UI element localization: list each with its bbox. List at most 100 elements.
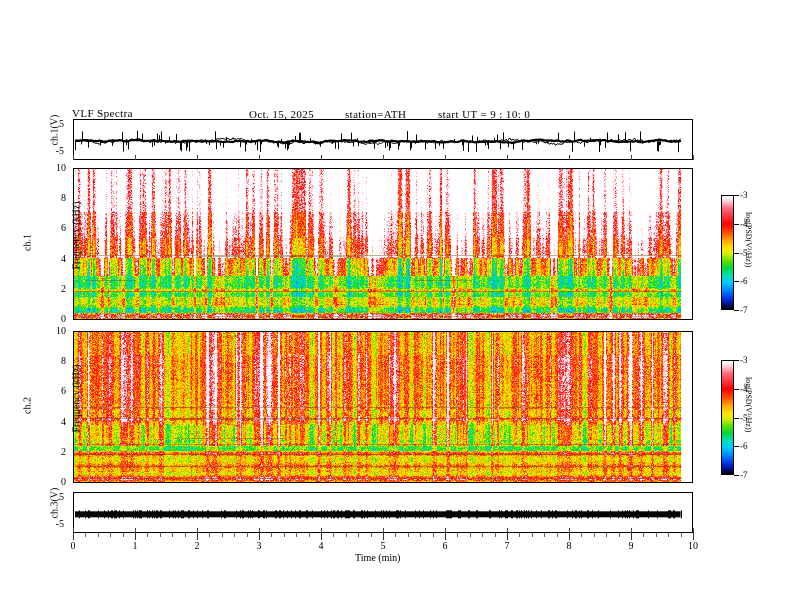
ch1-spec-ytick-10: 10 [56,163,66,174]
ch1-spectrogram-panel [73,168,693,320]
panel-x-tick [321,528,322,533]
x-minor-tick [618,533,620,537]
colorbar-tick [734,223,739,225]
ch1-spec-ytick-0: 0 [61,314,66,325]
x-minor-tick [556,533,558,537]
colorbar-tick [734,310,739,311]
x-tick-label: 3 [256,541,262,552]
ch3-waveform-panel [73,492,693,533]
panel-x-tick [73,155,74,160]
panel-x-tick [569,155,570,160]
colorbar-tick-label: -6 [740,441,748,452]
panel-x-tick [507,155,508,160]
ch2-spec-ytick-0: 0 [61,477,66,488]
x-minor-tick [370,533,372,537]
colorbar-tick-label: -6 [740,276,748,287]
x-minor-tick [221,533,223,537]
colorbar-ch2-title: log(PSD(V²/Hz)) [744,377,753,433]
x-major-tick [693,533,694,540]
x-minor-tick [494,533,496,537]
ch1-wave-ytick-neg5: -5 [55,146,64,157]
x-minor-tick [668,533,670,537]
colorbar-ch2 [721,360,734,475]
x-minor-tick [457,533,459,537]
colorbar-tick [734,360,739,361]
x-minor-tick [680,533,682,537]
x-tick-label: 1 [132,541,138,552]
panel-x-tick [631,155,632,160]
ch1-wave-ytick-5: 5 [59,119,64,130]
panel-x-tick [383,155,384,160]
ch2-spec-ylabel-frequency: Frequency (kHz) [71,364,83,433]
ch2-spec-ytick-2: 2 [61,447,66,458]
x-tick-label: 2 [194,541,200,552]
panel-x-tick [321,155,322,160]
colorbar-tick-label: -7 [740,305,748,315]
x-minor-tick [283,533,285,537]
x-minor-tick [209,533,211,537]
x-major-tick [569,533,570,540]
ch1-spec-ylabel-frequency: Frequency (kHz) [71,201,83,270]
x-minor-tick [643,533,645,537]
ch2-spec-ylabel-channel: ch.2 [22,397,34,414]
panel-x-tick [631,528,632,533]
ch2-spec-ytick-8: 8 [61,356,66,367]
colorbar-tick-label: -5 [740,247,748,258]
x-major-tick [383,533,384,540]
x-minor-tick [122,533,124,537]
x-major-tick [135,533,136,540]
x-major-tick [631,533,632,540]
panel-x-tick [383,528,384,533]
x-minor-tick [147,533,149,537]
x-major-tick [73,533,74,540]
x-minor-tick [432,533,434,537]
colorbar-tick-label: -3 [740,355,748,365]
panel-x-tick [507,528,508,533]
x-minor-tick [358,533,360,537]
x-tick-label: 8 [566,541,572,552]
x-tick-label: 4 [318,541,324,552]
x-minor-tick [395,533,397,537]
colorbar-tick-label: -5 [740,412,748,423]
x-minor-tick [333,533,335,537]
panel-x-tick [197,528,198,533]
panel-x-tick [569,528,570,533]
ch1-spec-ytick-4: 4 [61,254,66,265]
x-major-tick [197,533,198,540]
x-tick-label: 9 [628,541,634,552]
colorbar-tick [734,388,739,390]
x-major-tick [321,533,322,540]
x-major-tick [445,533,446,540]
x-minor-tick [581,533,583,537]
x-major-tick [507,533,508,540]
panel-x-tick [73,528,74,533]
panel-x-tick [693,155,694,160]
x-major-tick [259,533,260,540]
header-start-time: start UT = 9 : 10: 0 [438,109,531,121]
colorbar-tick-label: -4 [740,383,748,394]
panel-x-tick [445,155,446,160]
ch1-spec-ylabel-channel: ch.1 [22,234,34,251]
x-minor-tick [271,533,273,537]
colorbar-tick [734,417,739,419]
x-minor-tick [184,533,186,537]
x-tick-label: 7 [504,541,510,552]
x-minor-tick [296,533,298,537]
x-minor-tick [469,533,471,537]
x-minor-tick [531,533,533,537]
colorbar-tick-label: -3 [740,190,748,200]
colorbar-tick [734,195,739,196]
x-minor-tick [420,533,422,537]
panel-x-tick [259,155,260,160]
colorbar-tick [734,446,739,448]
ch3-wave-ytick-neg5: -5 [55,519,64,530]
x-minor-tick [308,533,310,537]
figure-title: VLF Spectra [72,108,133,120]
header-station: station=ATH [345,109,407,121]
ch2-spectrogram-panel [73,331,693,483]
colorbar-ch1 [721,195,734,310]
colorbar-tick [734,475,739,476]
x-minor-tick [172,533,174,537]
x-minor-tick [97,533,99,537]
